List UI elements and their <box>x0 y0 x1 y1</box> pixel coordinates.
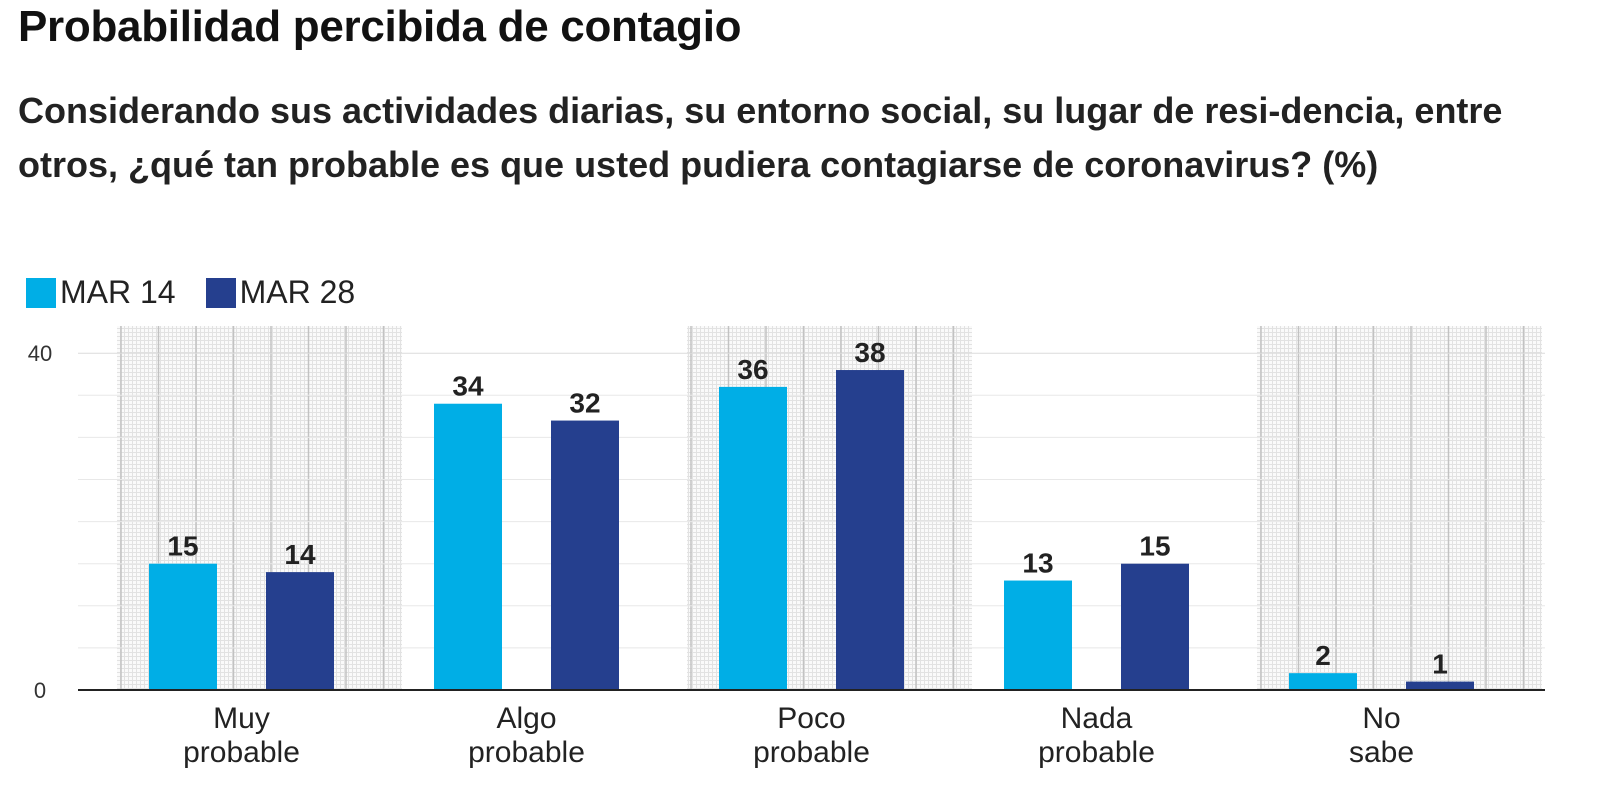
bar <box>836 370 904 690</box>
y-tick-label: 40 <box>28 341 52 366</box>
y-tick-label: 0 <box>34 678 46 703</box>
legend-label-series-2: MAR 28 <box>239 274 356 310</box>
data-label: 15 <box>1139 531 1170 562</box>
x-tick-label: Muy probable <box>183 702 300 769</box>
bar <box>434 403 502 690</box>
data-label: 15 <box>167 531 198 562</box>
legend-item-series-2: MAR 28 <box>205 274 356 311</box>
bar <box>1121 563 1189 690</box>
data-label: 13 <box>1022 548 1053 579</box>
bar <box>266 572 334 690</box>
bar <box>1004 580 1072 690</box>
x-tick-label: No sabe <box>1349 702 1414 769</box>
legend-swatch-series-2 <box>205 277 236 308</box>
bar <box>1289 673 1357 690</box>
x-tick-label: Nada probable <box>1038 702 1155 769</box>
data-label: 14 <box>284 539 316 570</box>
data-label: 1 <box>1432 649 1448 680</box>
data-label: 2 <box>1315 640 1331 671</box>
data-label: 34 <box>452 371 484 402</box>
legend-label-series-1: MAR 14 <box>60 274 176 310</box>
chart-title: Probabilidad percibida de contagio <box>18 2 742 51</box>
bar <box>149 563 217 690</box>
bar <box>551 420 619 690</box>
grid-panel <box>1257 326 1542 690</box>
chart-subtitle: Considerando sus actividades diarias, su… <box>18 90 1503 185</box>
x-tick-label: Algo probable <box>468 702 585 769</box>
legend-swatch-series-1 <box>26 277 56 308</box>
x-tick-label: Poco probable <box>753 702 870 769</box>
data-label: 32 <box>569 388 600 419</box>
bar <box>1406 681 1474 690</box>
legend-item-series-1: MAR 14 <box>26 274 176 311</box>
data-label: 38 <box>854 337 885 368</box>
bar <box>719 386 787 690</box>
legend: MAR 14 MAR 28 <box>26 274 385 311</box>
data-label: 36 <box>737 354 768 385</box>
